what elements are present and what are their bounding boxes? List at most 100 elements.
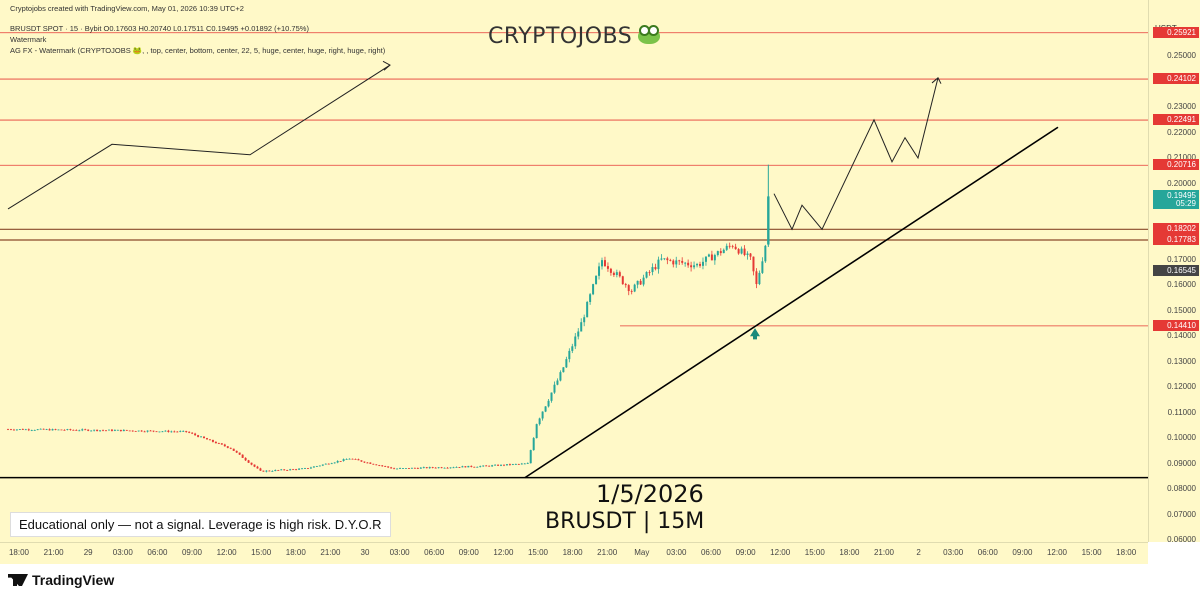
candle-body [244, 457, 247, 461]
candle-body [642, 277, 645, 285]
candle-body [455, 467, 458, 468]
watermark-line[interactable]: Watermark [10, 35, 47, 44]
time-label: May [634, 548, 650, 557]
candle-body [152, 430, 155, 432]
price-tick: 0.23000 [1167, 102, 1196, 112]
price-badge[interactable]: 05:29 [1153, 197, 1199, 209]
candle-body [15, 429, 18, 431]
price-badge[interactable]: 0.17783 [1153, 233, 1199, 245]
candle-body [30, 430, 33, 431]
price-badge[interactable]: 0.24102 [1153, 73, 1199, 85]
candle-body [182, 430, 185, 432]
price-badge[interactable]: 0.19495 [1153, 190, 1199, 202]
time-label: 03:00 [112, 548, 133, 557]
candle-body [654, 267, 657, 270]
candle-body [440, 467, 443, 469]
candle-body [595, 275, 598, 285]
candle-body [538, 418, 541, 425]
candle-body [360, 460, 363, 462]
candle-body [363, 461, 366, 463]
price-tick: 0.07000 [1167, 509, 1196, 519]
frog-icon [638, 25, 661, 44]
candle-body [497, 464, 500, 466]
candle-body [731, 245, 734, 247]
candle-body [505, 464, 508, 466]
candle-body [737, 249, 740, 254]
price-tick: 0.15000 [1167, 305, 1196, 315]
candle-body [357, 459, 360, 461]
candle-body [262, 470, 265, 472]
symbol-line[interactable]: BRUSDT SPOT · 15 · Bybit O0.17603 H0.207… [10, 24, 309, 33]
price-badge[interactable]: 0.16545 [1153, 265, 1199, 277]
price-badge[interactable]: 0.14410 [1153, 319, 1199, 331]
time-label: 12:00 [770, 548, 791, 557]
candle-body [755, 271, 758, 285]
candle-body [327, 463, 330, 465]
candle-body [627, 285, 630, 292]
candle-body [393, 468, 396, 470]
tradingview-mark-icon [8, 574, 28, 586]
candle-body [274, 470, 277, 472]
candle-body [381, 465, 384, 467]
candle-body [113, 430, 116, 431]
candle-body [716, 251, 719, 256]
candle-body [176, 431, 179, 433]
candle-body [615, 272, 618, 276]
candle-body [366, 462, 369, 464]
disclaimer-box: Educational only — not a signal. Leverag… [10, 512, 391, 537]
indicator-line[interactable]: AG FX - Watermark (CRYPTOJOBS 🐸, , top, … [10, 46, 386, 55]
time-label: 29 [83, 548, 93, 557]
arrow-head-right [931, 77, 942, 84]
candle-body [339, 460, 342, 462]
candle-body [508, 464, 511, 465]
price-badge[interactable]: 0.22491 [1153, 114, 1199, 126]
time-label: 03:00 [666, 548, 687, 557]
chart-area[interactable] [0, 0, 1148, 542]
time-label: 09:00 [1012, 548, 1033, 557]
candle-body [235, 450, 238, 453]
candle-body [253, 464, 256, 467]
candle-body [645, 272, 648, 278]
candle-body [318, 465, 321, 467]
candle-body [630, 291, 633, 292]
candle-body [301, 468, 304, 470]
candle-body [761, 261, 764, 273]
time-label: 03:00 [389, 548, 410, 557]
candle-body [710, 254, 713, 261]
tradingview-logo[interactable]: TradingView [8, 572, 114, 588]
candle-body [743, 248, 746, 256]
candle-body [675, 260, 678, 265]
price-badge[interactable]: 0.20716 [1153, 159, 1199, 171]
candle-body [407, 468, 410, 469]
candle-body [764, 245, 767, 262]
candle-body [574, 336, 577, 347]
candle-body [330, 463, 333, 465]
candle-body [410, 467, 413, 469]
candle-body [402, 468, 405, 469]
candle-body [419, 467, 422, 469]
candle-body [345, 459, 348, 460]
candle-body [598, 266, 601, 276]
candle-body [220, 443, 223, 445]
price-tick: 0.25000 [1167, 51, 1196, 61]
candle-body [271, 471, 274, 472]
candle-body [514, 464, 517, 465]
candle-body [657, 259, 660, 270]
time-axis[interactable] [0, 542, 1148, 565]
candle-body [280, 469, 283, 471]
candle-body [42, 428, 45, 430]
last-candle-body [767, 196, 770, 245]
time-label: 30 [360, 548, 370, 557]
candle-body [229, 447, 232, 449]
candle-body [238, 452, 241, 455]
candle-body [143, 431, 146, 433]
price-badge[interactable]: 0.18202 [1153, 223, 1199, 235]
candle-body [479, 466, 482, 467]
price-badge[interactable]: 0.25921 [1153, 26, 1199, 38]
candle-body [746, 253, 749, 256]
candle-body [140, 430, 143, 432]
candle-body [556, 380, 559, 385]
candle-body [684, 262, 687, 264]
candle-body [553, 384, 556, 393]
time-label: 06:00 [700, 548, 722, 557]
